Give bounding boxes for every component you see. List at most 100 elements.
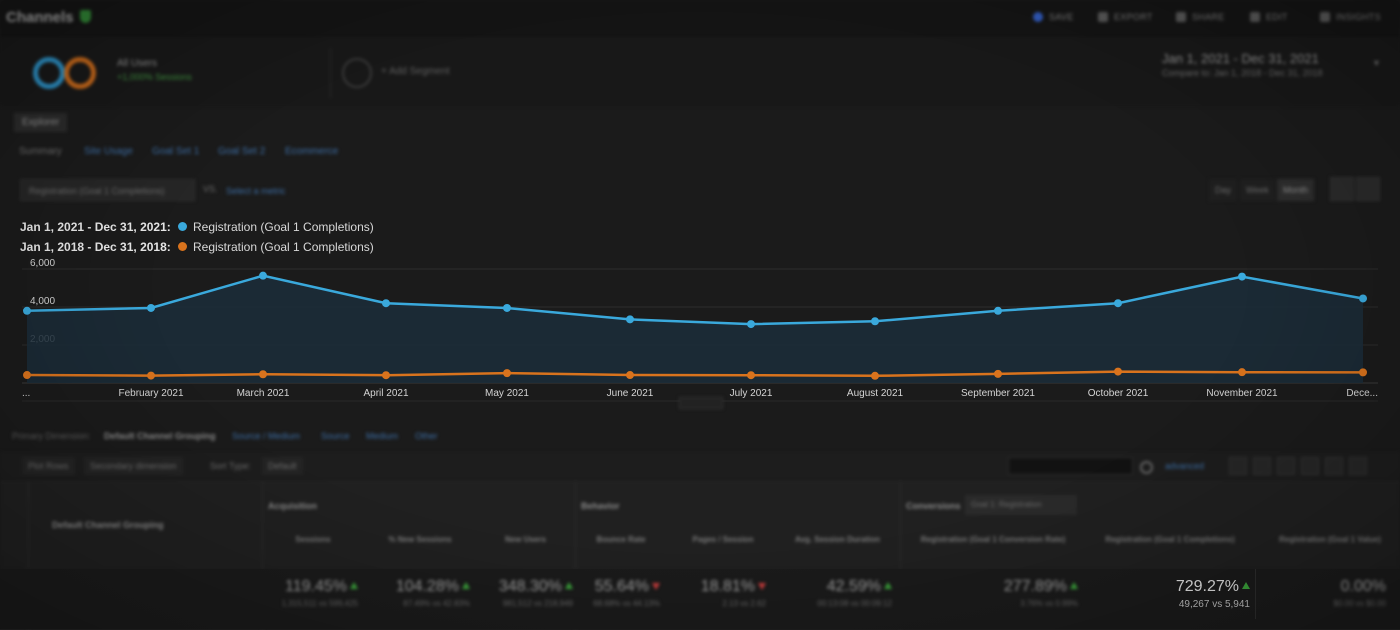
column-header-bounce-rate[interactable]: Bounce Rate [596,535,646,544]
data-point-current[interactable] [747,320,755,329]
dimension-source-medium[interactable]: Source / Medium [232,431,301,441]
data-point-current[interactable] [503,303,511,312]
legend-date-current: Jan 1, 2021 - Dec 31, 2021: [20,220,171,234]
pivot-view-icon[interactable] [1349,457,1367,475]
subtab-site-usage[interactable]: Site Usage [84,146,133,157]
legend-series-compare: Registration (Goal 1 Completions) [193,240,374,254]
dimension-other[interactable]: Other [415,431,438,441]
subtab-goal-set-2[interactable]: Goal Set 2 [218,146,266,157]
data-point-current[interactable] [871,317,879,326]
granularity-day[interactable]: Day [1209,179,1238,201]
data-point-current[interactable] [147,303,155,312]
search-icon[interactable] [1140,461,1153,474]
total-cell: 729.27% 49,267 vs 5,941 [1090,578,1250,610]
data-point-compare[interactable] [147,371,155,380]
add-segment-button[interactable]: + Add Segment [381,66,450,77]
column-header-completions[interactable]: Registration (Goal 1 Completions) [1105,535,1235,544]
data-point-current[interactable] [1238,272,1246,281]
chevron-down-icon[interactable]: ▼ [1372,58,1381,68]
column-header-avg-session-duration[interactable]: Avg. Session Duration [794,535,881,544]
data-point-compare[interactable] [994,369,1002,378]
legend-row-current: Jan 1, 2021 - Dec 31, 2021: Registration … [20,219,374,235]
export-icon [1098,12,1108,22]
group-conversions: Conversions [906,501,961,511]
data-point-current[interactable] [1114,299,1122,308]
share-button[interactable]: SHARE [1176,12,1225,22]
data-point-current[interactable] [382,299,390,308]
export-button[interactable]: EXPORT [1098,12,1153,22]
data-point-current[interactable] [1359,294,1367,303]
tab-explorer[interactable]: Explorer [14,113,68,132]
data-point-compare[interactable] [1238,368,1246,377]
column-header-goal-value[interactable]: Registration (Goal 1 Value) [1279,535,1381,544]
data-point-current[interactable] [626,315,634,324]
motion-chart-icon[interactable] [1356,177,1380,201]
comparison-view-icon[interactable] [1301,457,1319,475]
arrow-up-icon [565,582,573,589]
table-view-icon[interactable] [1229,457,1247,475]
column-header-new-users[interactable]: New Users [505,535,546,544]
arrow-down-icon [652,583,660,590]
column-header-channel-grouping[interactable]: Default Channel Grouping [52,520,164,530]
x-tick-label: February 2021 [118,388,183,399]
data-point-compare[interactable] [382,371,390,380]
column-header-pages-session[interactable]: Pages / Session [692,535,754,544]
chart-collapse-handle[interactable] [679,397,723,409]
sort-type-select[interactable]: Default [262,457,303,475]
x-tick-label: May 2021 [485,388,529,399]
segment-ring-icon[interactable] [33,57,65,89]
pie-view-icon[interactable] [1253,457,1271,475]
save-button[interactable]: SAVE [1033,12,1074,22]
x-tick-label: June 2021 [607,388,654,399]
add-segment-icon[interactable] [342,58,372,88]
secondary-dimension-select[interactable]: Secondary dimension [84,457,183,475]
total-cell: 0.00% $0.00 vs $0.00 [1258,578,1386,608]
column-header-new-sessions[interactable]: % New Sessions [388,535,452,544]
arrow-up-icon [1242,582,1250,589]
subtab-summary[interactable]: Summary [19,146,62,157]
column-header-sessions[interactable]: Sessions [295,535,331,544]
dimension-medium[interactable]: Medium [366,431,399,441]
date-range-picker[interactable]: Jan 1, 2021 - Dec 31, 2021 [1162,51,1319,66]
x-tick-label: September 2021 [961,388,1035,399]
total-comparison: 49,267 vs 5,941 [1178,599,1250,610]
dimension-default-channel-grouping[interactable]: Default Channel Grouping [104,431,216,441]
data-point-current[interactable] [23,306,31,315]
data-point-compare[interactable] [259,370,267,379]
data-point-current[interactable] [994,306,1002,315]
compare-segment-ring-icon[interactable] [64,57,96,89]
term-cloud-view-icon[interactable] [1325,457,1343,475]
column-header-conversion-rate[interactable]: Registration (Goal 1 Conversion Rate) [920,535,1066,544]
arrow-up-icon [350,582,358,589]
metric-select[interactable]: Registration (Goal 1 Completions) [20,179,195,201]
select-a-metric-link[interactable]: Select a metric [226,186,286,196]
insights-button[interactable]: INSIGHTS [1320,12,1381,22]
granularity-month[interactable]: Month [1277,179,1315,201]
data-point-compare[interactable] [23,371,31,380]
area-fill-current [27,275,1363,383]
data-point-compare[interactable] [626,371,634,380]
data-point-compare[interactable] [747,371,755,380]
line-chart-icon[interactable] [1330,177,1354,201]
subtab-ecommerce[interactable]: Ecommerce [285,146,339,157]
data-point-compare[interactable] [503,369,511,378]
plot-rows-button[interactable]: Plot Rows [22,457,75,475]
total-percent-change: 104.28% [365,578,470,596]
total-cell: 277.89% 3.76% vs 0.99% [900,578,1078,608]
performance-view-icon[interactable] [1277,457,1295,475]
data-point-compare[interactable] [1359,368,1367,377]
data-point-current[interactable] [259,271,267,280]
data-point-compare[interactable] [871,371,879,380]
total-percent-change: 42.59% [770,578,892,596]
dimension-source[interactable]: Source [321,431,350,441]
advanced-filter-link[interactable]: advanced [1165,461,1205,471]
top-bar: Channels SAVE EXPORT SHARE EDIT INSIGHTS [0,0,1400,38]
total-percent-change: 55.64% [578,578,660,596]
data-point-compare[interactable] [1114,367,1122,376]
subtab-goal-set-1[interactable]: Goal Set 1 [152,146,200,157]
granularity-week[interactable]: Week [1240,179,1275,201]
edit-button[interactable]: EDIT [1250,12,1288,22]
goal-select[interactable]: Goal 1: Registration [965,495,1077,515]
table-search-input[interactable] [1008,457,1133,475]
